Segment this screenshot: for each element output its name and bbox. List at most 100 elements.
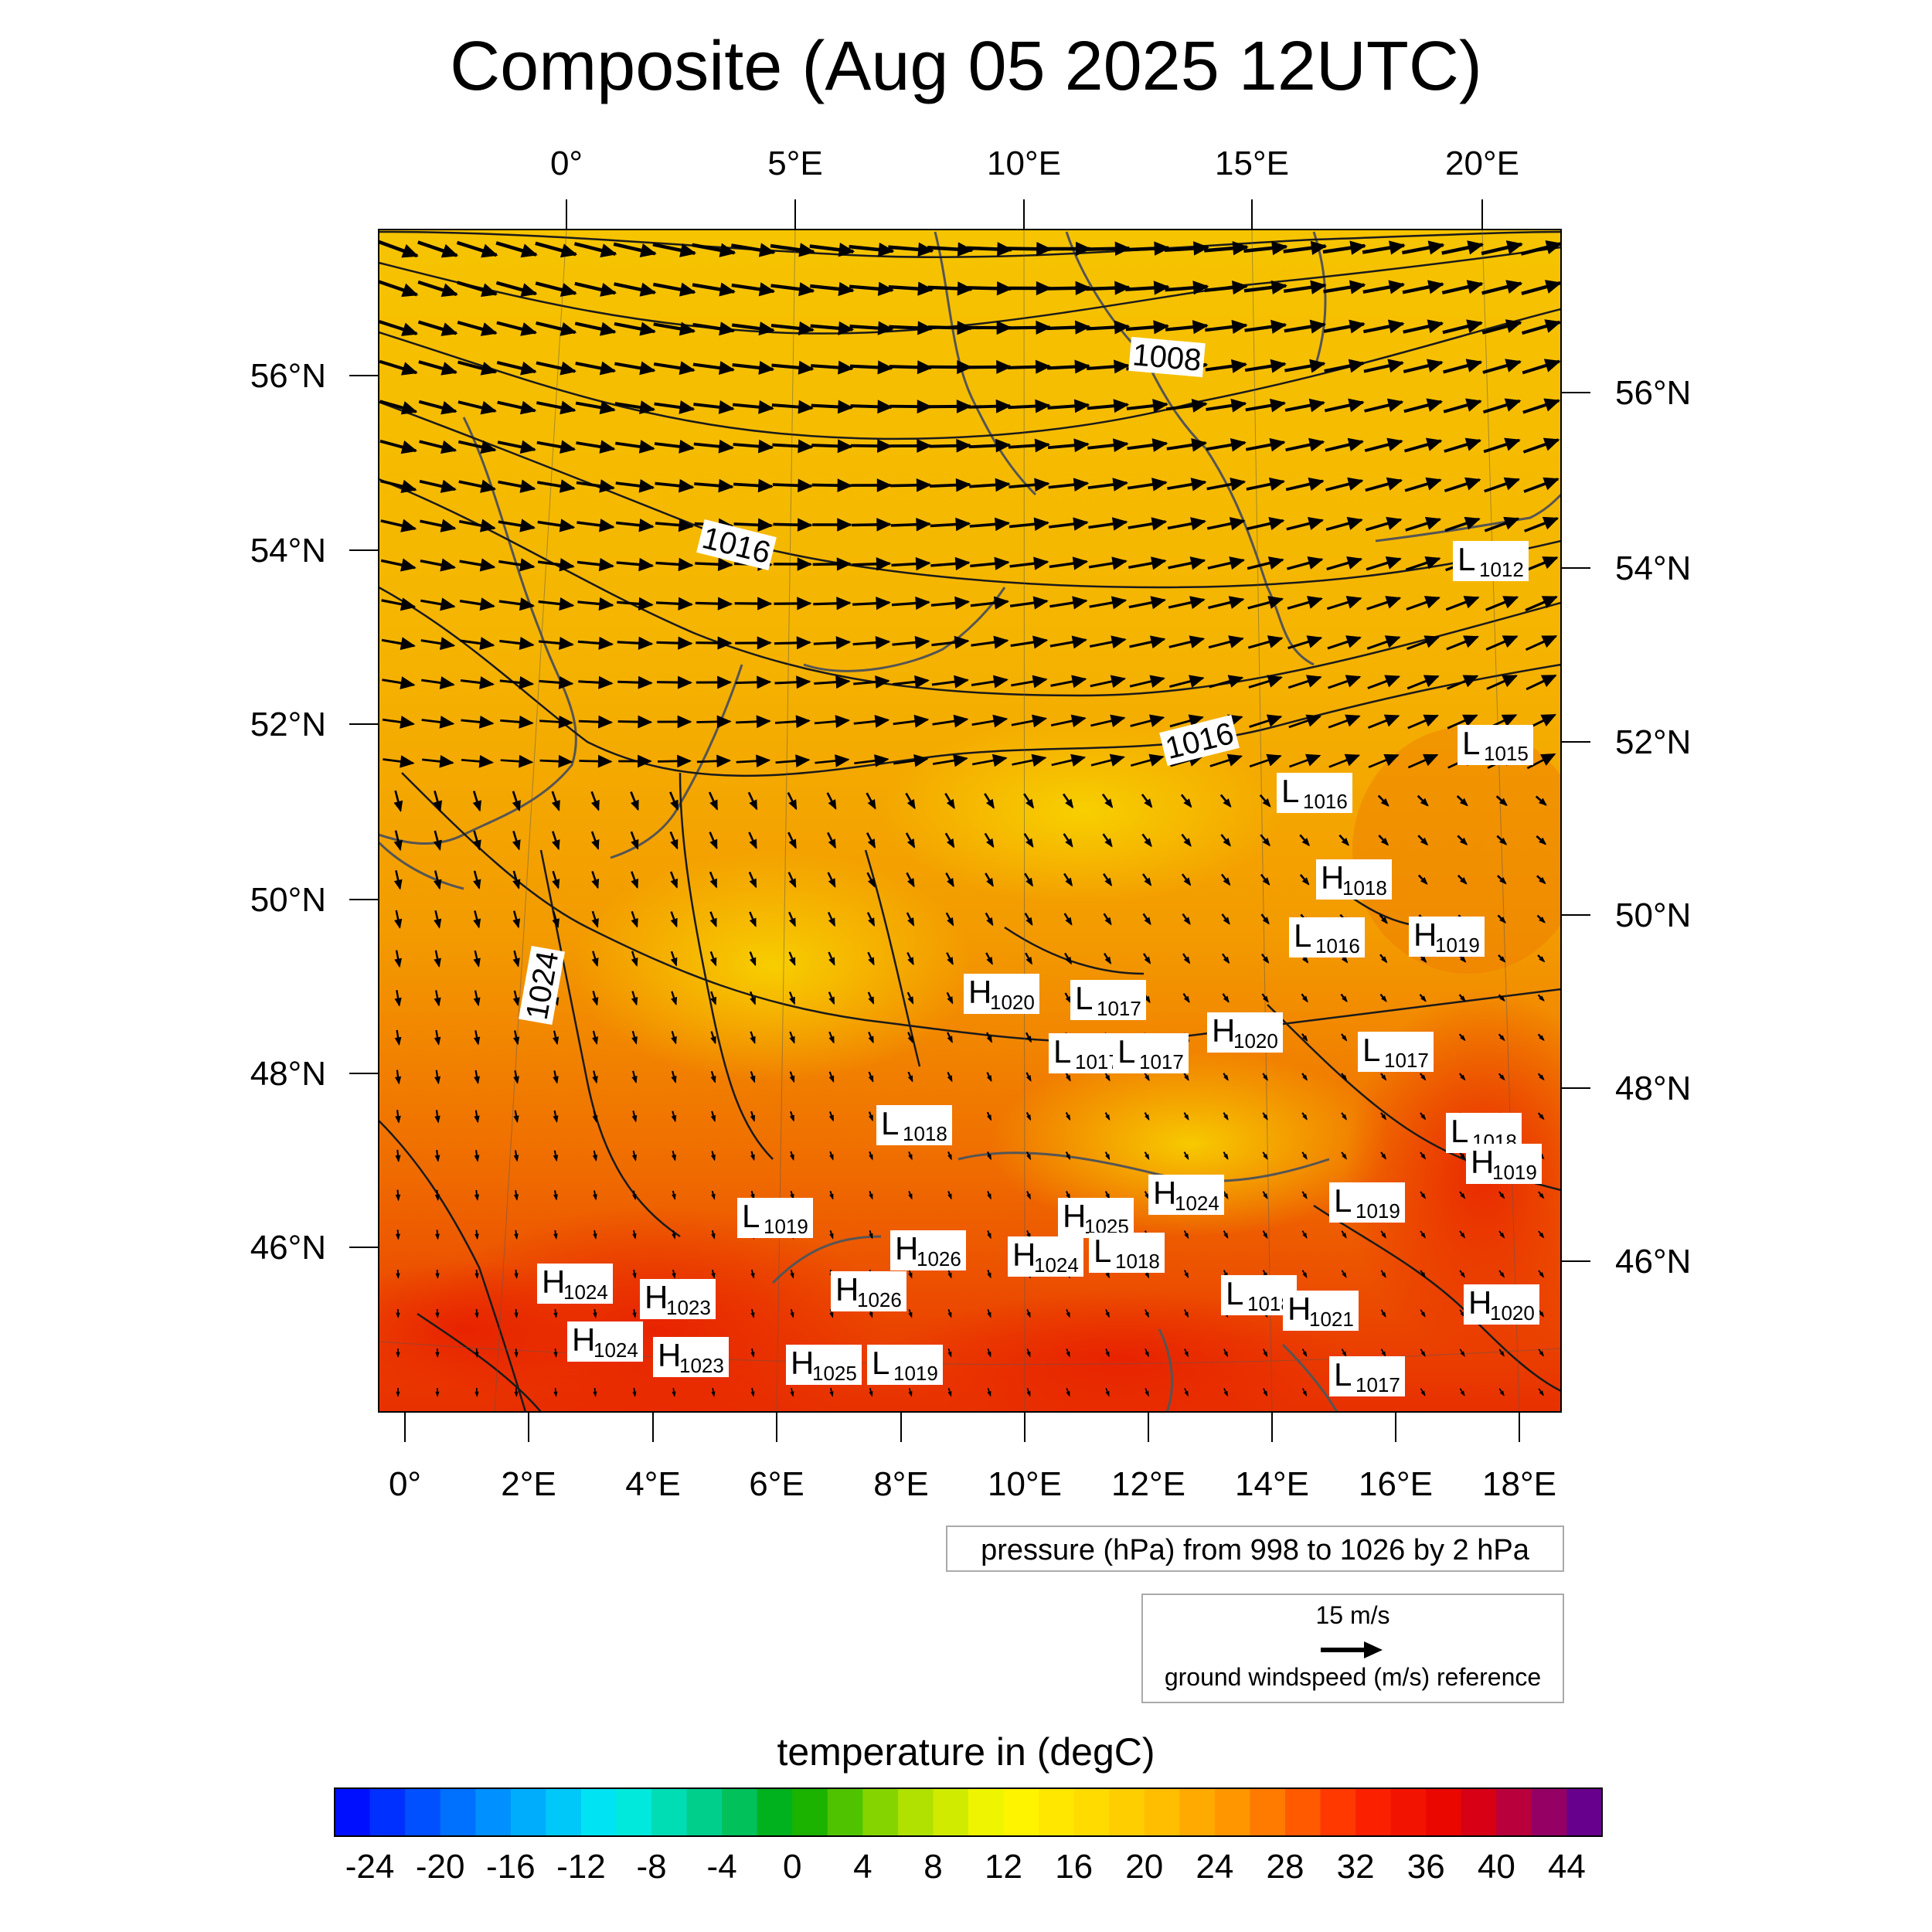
wind-arrow-head [480,400,498,415]
wind-arrow-head [560,361,577,376]
wind-arrow-head [670,917,678,928]
wind-arrow-head [1539,995,1545,1002]
wind-arrow-head [1502,635,1519,648]
wind-arrow-head [1465,398,1482,412]
wind-arrow-head [946,798,955,810]
wind-arrow-head [1543,398,1561,412]
wind-arrow-head [1301,956,1309,964]
wind-arrow-head [560,440,577,454]
wind-arrow-head [1145,1390,1149,1397]
wind-arrow-head [439,755,454,768]
isobar-value-label: 1008 [1128,336,1206,378]
wind-arrow-head [1074,320,1091,335]
wind-arrow-head [954,556,971,571]
wind-arrow-head [796,675,811,689]
wind-arrow-head [1385,556,1402,570]
wind-reference-label: ground windspeed (m/s) reference [1164,1663,1542,1691]
wind-arrow-head [1192,320,1209,335]
wind-arrow-head [1420,1153,1427,1160]
wind-arrow-head [995,478,1011,492]
wind-arrow-head [1425,437,1443,451]
top-axis-label: 15°E [1215,145,1289,182]
wind-arrow-head [1381,1233,1386,1239]
colorbar-segment [1039,1788,1075,1836]
wind-arrow-head [906,838,916,849]
wind-arrow-head [679,361,696,376]
wind-arrow-head [955,517,971,532]
wind-arrow-head [439,637,456,651]
wind-arrow-head [986,1036,992,1043]
pressure-center-background [1148,1175,1224,1215]
wind-arrow-head [947,957,954,966]
wind-arrow-head [1467,240,1485,255]
wind-arrow-head [798,400,815,414]
bottom-axis-label: 16°E [1359,1465,1433,1503]
wind-arrow-head [559,636,574,650]
wind-arrow-head [679,243,697,257]
colorbar-title: temperature in (degC) [777,1730,1155,1774]
pressure-center-type: L [1281,773,1299,809]
wind-arrow-head [1036,320,1052,335]
wind-arrow-head [638,597,654,611]
wind-arrow-head [1501,714,1518,727]
wind-arrow-head [947,1272,952,1279]
wind-arrow-head [1342,1233,1347,1239]
wind-arrow-head [672,1233,676,1240]
wind-arrow-head [1148,714,1165,727]
wind-arrow-head [1460,1035,1466,1042]
wind-arrow-head [1192,241,1209,256]
wind-arrow-head [798,282,815,297]
wind-arrow-head [757,439,774,454]
wind-arrow-head [1070,753,1087,767]
wind-arrow-head [836,557,852,571]
wind-arrow-head [1381,1114,1387,1121]
wind-arrow-head [710,1075,716,1083]
wind-arrow-head [875,636,891,650]
colorbar-segment [1496,1788,1532,1836]
wind-arrow-head [512,997,520,1007]
pressure-center-value: 1017 [1355,1373,1400,1396]
bottom-axis-label: 4°E [625,1465,680,1503]
right-axis-label: 46°N [1615,1243,1691,1281]
wind-arrow-head [1499,1074,1505,1081]
wind-arrow-head [434,1076,441,1085]
pressure-center-value: 1019 [1355,1199,1400,1223]
wind-arrow-head [788,838,797,849]
wind-arrow-head [987,1272,992,1279]
wind-arrow-head [395,1115,401,1124]
wind-arrow-head [995,438,1012,453]
wind-arrow-head [513,1194,519,1201]
wind-arrow-head [1464,477,1481,491]
wind-arrow-head [1026,1351,1031,1358]
colorbar-tick-label: 16 [1055,1848,1093,1886]
wind-arrow-head [829,1193,834,1200]
wind-arrow-head [757,597,773,611]
wind-arrow-head [1460,956,1467,963]
wind-arrow-head [878,242,895,257]
wind-arrow-head [1267,556,1284,570]
wind-arrow-head [1423,714,1440,727]
wind-arrow-head [1071,675,1087,689]
wind-arrow-head [1026,1075,1032,1082]
wind-arrow-head [400,755,415,768]
wind-arrow-head [672,1193,676,1201]
wind-arrow-head [1539,1192,1545,1199]
wind-arrow-head [1268,516,1285,531]
wind-arrow-head [1145,1351,1149,1358]
wind-arrow-head [1466,319,1483,334]
wind-arrow-head [678,478,695,493]
pressure-center-background [1049,1033,1124,1073]
coastlines [379,231,1561,1412]
coastline-path [1204,447,1315,666]
wind-arrow-head [1342,1114,1348,1121]
wind-arrow-head [1228,635,1244,648]
wind-arrow-head [1420,1114,1427,1121]
wind-arrow-head [638,636,654,650]
wind-arrow-head [1026,1154,1031,1161]
wind-arrow-head [789,1075,795,1083]
wind-arrow-head [1183,917,1191,926]
wind-arrow-head [672,1391,676,1397]
